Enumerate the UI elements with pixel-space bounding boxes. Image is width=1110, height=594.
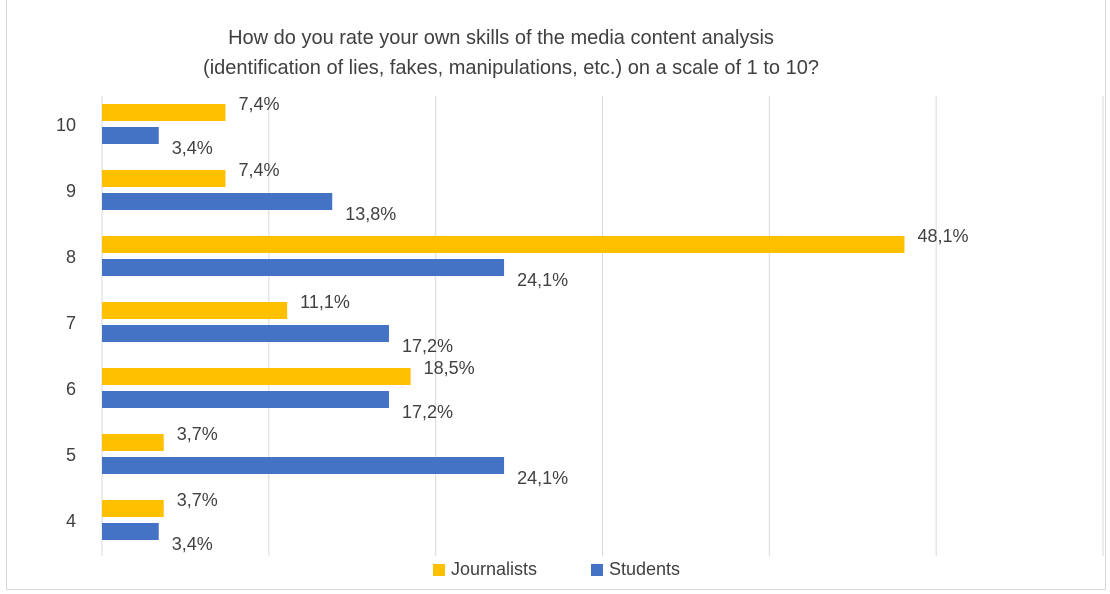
bar-journalists-9 — [102, 170, 226, 187]
data-label-journalists-4: 3,7% — [177, 490, 218, 510]
chart-title: How do you rate your own skills of the m… — [203, 27, 819, 79]
bar-journalists-5 — [102, 434, 164, 451]
bar-students-9 — [102, 193, 333, 210]
chart-title-line-1: How do you rate your own skills of the m… — [228, 27, 774, 49]
bar-students-8 — [102, 259, 505, 276]
legend: Journalists Students — [433, 559, 680, 579]
bar-students-10 — [102, 127, 159, 144]
bar-journalists-10 — [102, 104, 226, 121]
y-tick-label-7: 7 — [66, 313, 76, 333]
bar-journalists-4 — [102, 500, 164, 517]
legend-label-journalists: Journalists — [451, 559, 537, 579]
data-label-students-10: 3,4% — [172, 138, 213, 158]
data-label-journalists-10: 7,4% — [238, 94, 279, 114]
y-tick-label-9: 9 — [66, 181, 76, 201]
bar-journalists-7 — [102, 302, 288, 319]
data-label-students-5: 24,1% — [517, 468, 568, 488]
y-tick-label-5: 5 — [66, 445, 76, 465]
data-label-students-6: 17,2% — [402, 402, 453, 422]
data-label-students-8: 24,1% — [517, 270, 568, 290]
data-label-journalists-7: 11,1% — [300, 292, 350, 312]
bar-students-4 — [102, 523, 159, 540]
data-label-journalists-6: 18,5% — [424, 358, 475, 378]
bar-students-5 — [102, 457, 505, 474]
y-tick-label-6: 6 — [66, 379, 76, 399]
legend-swatch-students — [591, 564, 603, 576]
chart-frame: How do you rate your own skills of the m… — [6, 0, 1106, 590]
data-label-journalists-8: 48,1% — [917, 226, 968, 246]
bars — [102, 104, 905, 540]
bar-journalists-6 — [102, 368, 411, 385]
gridlines — [101, 96, 1104, 556]
bar-students-7 — [102, 325, 389, 342]
y-axis-ticks: 10 9 8 7 6 5 4 — [56, 115, 76, 531]
data-label-students-7: 17,2% — [402, 336, 453, 356]
legend-label-students: Students — [609, 559, 680, 579]
data-labels: 7,4%3,4%7,4%13,8%48,1%24,1%11,1%17,2%18,… — [172, 94, 969, 554]
y-tick-label-10: 10 — [56, 115, 76, 135]
bar-journalists-8 — [102, 236, 905, 253]
data-label-students-9: 13,8% — [345, 204, 396, 224]
data-label-journalists-9: 7,4% — [238, 160, 279, 180]
y-tick-label-4: 4 — [66, 511, 76, 531]
bar-chart: How do you rate your own skills of the m… — [56, 27, 1104, 579]
chart-title-line-2: (identification of lies, fakes, manipula… — [203, 57, 819, 79]
bar-students-6 — [102, 391, 389, 408]
data-label-students-4: 3,4% — [172, 534, 213, 554]
y-tick-label-8: 8 — [66, 247, 76, 267]
legend-swatch-journalists — [433, 564, 445, 576]
data-label-journalists-5: 3,7% — [177, 424, 218, 444]
